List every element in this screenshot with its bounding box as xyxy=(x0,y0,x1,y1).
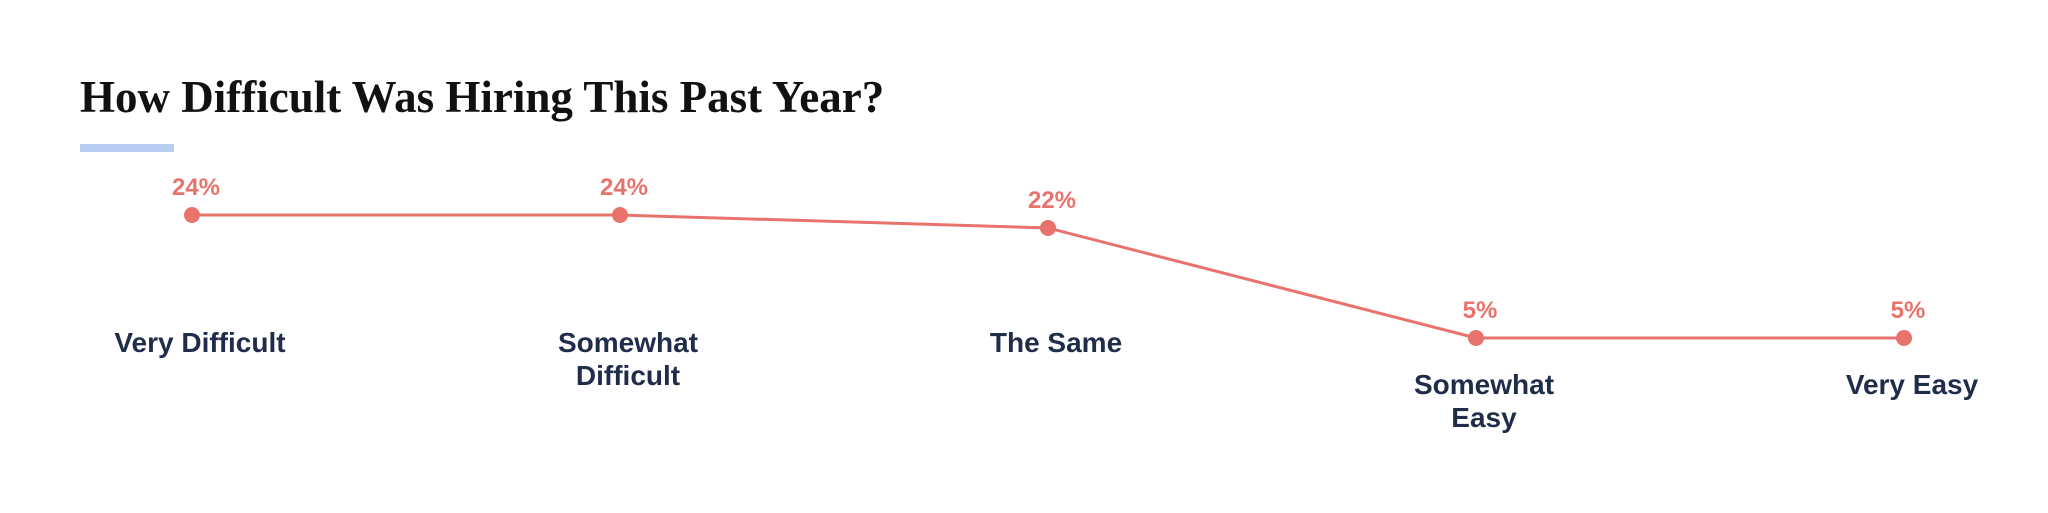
value-label: 22% xyxy=(1028,187,1076,214)
value-label: 24% xyxy=(172,174,220,201)
category-label: Somewhat Difficult xyxy=(557,327,699,391)
category-label: Somewhat Easy xyxy=(1413,369,1555,433)
value-label: 5% xyxy=(1463,297,1498,324)
category-label: Very Easy xyxy=(1845,369,1979,400)
point xyxy=(1040,219,1056,236)
value-label: 5% xyxy=(1891,297,1926,324)
title-underline xyxy=(80,144,174,152)
category-label: Very Difficult xyxy=(114,327,286,358)
chart-title: How Difficult Was Hiring This Past Year? xyxy=(80,72,884,122)
point xyxy=(1896,330,1912,346)
value-label: 24% xyxy=(600,174,648,201)
point xyxy=(612,207,628,223)
category-label: The Same xyxy=(989,327,1123,358)
point xyxy=(1468,330,1484,346)
point xyxy=(184,207,200,223)
